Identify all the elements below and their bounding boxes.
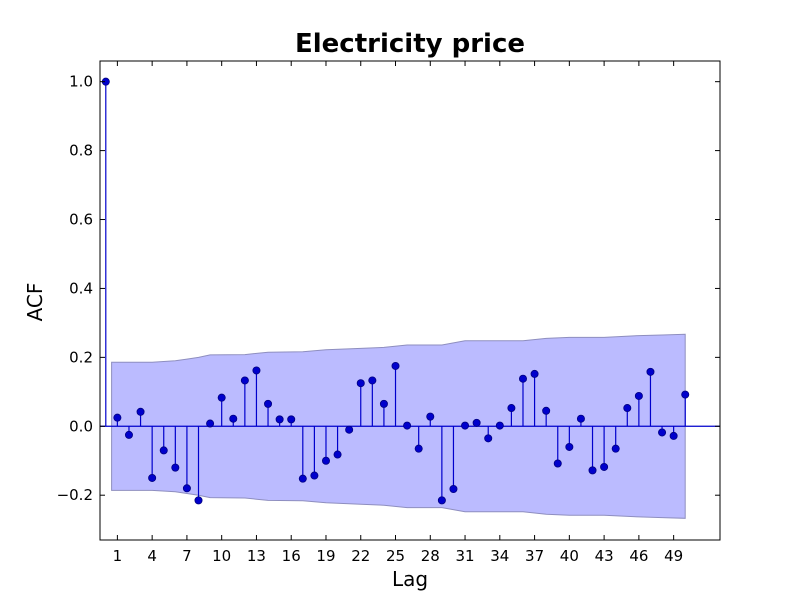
acf-marker — [472, 418, 481, 427]
acf-marker — [310, 471, 319, 480]
acf-marker — [681, 390, 690, 399]
acf-marker — [136, 407, 145, 416]
x-tick-label: 22 — [351, 547, 370, 565]
acf-marker — [124, 430, 133, 439]
acf-marker — [217, 393, 226, 402]
acf-marker — [240, 376, 249, 385]
acf-marker — [507, 404, 516, 413]
x-tick-label: 25 — [386, 547, 405, 565]
chart-title: Electricity price — [295, 29, 525, 59]
acf-marker — [634, 391, 643, 400]
x-tick-label: 46 — [629, 547, 648, 565]
y-axis-label: ACF — [23, 283, 47, 322]
acf-marker — [182, 484, 191, 493]
acf-marker — [194, 496, 203, 505]
y-tick-label: 0.2 — [69, 348, 93, 366]
x-tick-label: 10 — [212, 547, 231, 565]
acf-marker — [345, 425, 354, 434]
y-tick-label: 0.6 — [69, 211, 93, 229]
x-tick-label: 43 — [595, 547, 614, 565]
y-tick-label: −0.2 — [57, 486, 93, 504]
acf-marker — [658, 428, 667, 437]
acf-marker — [623, 404, 632, 413]
acf-marker — [356, 379, 365, 388]
acf-marker — [159, 446, 168, 455]
x-tick-label: 40 — [560, 547, 579, 565]
x-tick-label: 31 — [455, 547, 474, 565]
acf-marker — [646, 367, 655, 376]
acf-marker — [113, 413, 122, 422]
acf-marker — [379, 399, 388, 408]
x-tick-label: 28 — [421, 547, 440, 565]
acf-marker — [542, 406, 551, 415]
acf-marker — [669, 431, 678, 440]
x-tick-label: 13 — [247, 547, 266, 565]
acf-marker — [437, 496, 446, 505]
acf-marker — [600, 462, 609, 471]
y-tick-label: 0.8 — [69, 142, 93, 160]
x-tick-label: 34 — [490, 547, 509, 565]
acf-marker — [206, 419, 215, 428]
acf-marker — [333, 450, 342, 459]
acf-marker — [518, 374, 527, 383]
acf-marker — [391, 361, 400, 370]
acf-marker — [484, 434, 493, 443]
acf-marker — [287, 415, 296, 424]
axes-frame — [99, 60, 721, 541]
acf-marker — [414, 444, 423, 453]
acf-marker — [449, 484, 458, 493]
acf-marker — [252, 366, 261, 375]
acf-marker — [588, 466, 597, 475]
acf-marker — [229, 414, 238, 423]
acf-marker — [495, 421, 504, 430]
acf-marker — [576, 414, 585, 423]
x-tick-label: 1 — [113, 547, 123, 565]
acf-marker — [148, 473, 157, 482]
plot-area: 1 4 7 10 13 16 19 22 25 28 31 34 37 40 43 46 49 −0.2 0.0 0.… — [57, 60, 721, 565]
acf-marker — [553, 459, 562, 468]
acf-marker — [298, 474, 307, 483]
x-tick-label: 4 — [147, 547, 157, 565]
acf-marker — [264, 399, 273, 408]
y-tick-label: 0.0 — [69, 417, 93, 435]
acf-marker — [275, 415, 284, 424]
acf-marker — [171, 463, 180, 472]
acf-marker — [530, 369, 539, 378]
acf-marker — [321, 456, 330, 465]
acf-marker — [461, 421, 470, 430]
acf-marker — [426, 412, 435, 421]
acf-marker — [565, 442, 574, 451]
y-tick-label: 0.4 — [69, 279, 93, 297]
acf-marker — [368, 376, 377, 385]
x-tick-label: 37 — [525, 547, 544, 565]
y-tick-label: 1.0 — [69, 73, 93, 91]
x-tick-label: 7 — [182, 547, 192, 565]
x-tick-label: 49 — [664, 547, 683, 565]
x-tick-label: 19 — [316, 547, 335, 565]
acf-marker — [403, 421, 412, 430]
x-axis-label: Lag — [392, 567, 428, 591]
x-tick-label: 16 — [282, 547, 301, 565]
acf-marker — [611, 444, 620, 453]
